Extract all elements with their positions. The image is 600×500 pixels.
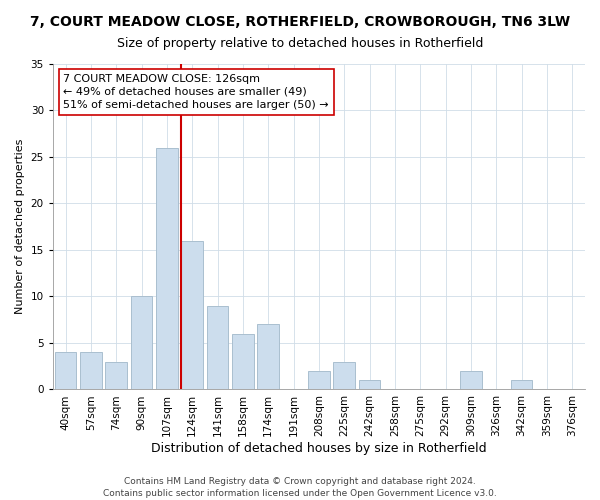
- Bar: [181, 240, 203, 390]
- Bar: [359, 380, 380, 390]
- Text: Contains HM Land Registry data © Crown copyright and database right 2024.
Contai: Contains HM Land Registry data © Crown c…: [103, 476, 497, 498]
- Text: 7, COURT MEADOW CLOSE, ROTHERFIELD, CROWBOROUGH, TN6 3LW: 7, COURT MEADOW CLOSE, ROTHERFIELD, CROW…: [30, 15, 570, 29]
- Bar: [131, 296, 152, 390]
- Bar: [232, 334, 254, 390]
- Bar: [308, 371, 329, 390]
- Bar: [207, 306, 229, 390]
- Bar: [257, 324, 279, 390]
- Bar: [511, 380, 532, 390]
- Text: 7 COURT MEADOW CLOSE: 126sqm
← 49% of detached houses are smaller (49)
51% of se: 7 COURT MEADOW CLOSE: 126sqm ← 49% of de…: [64, 74, 329, 110]
- Bar: [106, 362, 127, 390]
- X-axis label: Distribution of detached houses by size in Rotherfield: Distribution of detached houses by size …: [151, 442, 487, 455]
- Bar: [80, 352, 101, 390]
- Text: Size of property relative to detached houses in Rotherfield: Size of property relative to detached ho…: [117, 38, 483, 51]
- Bar: [156, 148, 178, 390]
- Bar: [334, 362, 355, 390]
- Bar: [460, 371, 482, 390]
- Bar: [55, 352, 76, 390]
- Y-axis label: Number of detached properties: Number of detached properties: [15, 139, 25, 314]
